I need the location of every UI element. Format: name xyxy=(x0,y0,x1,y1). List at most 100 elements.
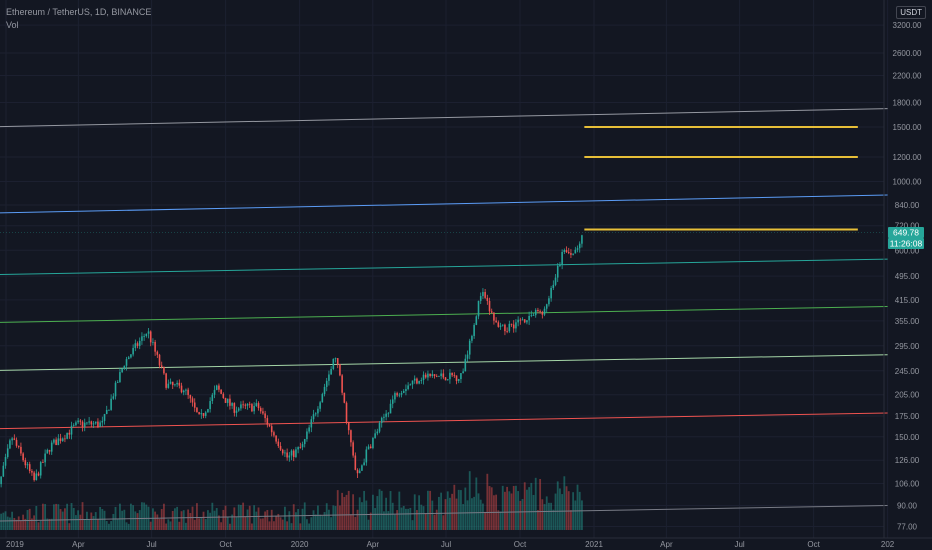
time-axis[interactable]: 2019 Apr Jul Oct 2020 Apr Jul Oct 2021 Apr Jul Oct 2… xyxy=(0,537,932,550)
volume-bar xyxy=(312,510,315,530)
volume-bar xyxy=(264,511,267,530)
candle-body xyxy=(224,397,227,403)
volume-bar xyxy=(189,512,192,530)
x-tick-label: Oct xyxy=(514,540,527,549)
candle-body xyxy=(427,373,429,378)
chart-legend: Ethereum / TetherUS, 1D, BINANCE Vol xyxy=(6,6,151,32)
y-tick-label: 295.00 xyxy=(895,342,920,351)
candle-body xyxy=(141,336,143,341)
volume-bar xyxy=(519,500,522,530)
candle-body xyxy=(512,324,515,329)
candle-body xyxy=(39,462,42,476)
candle-body xyxy=(83,422,86,427)
price-axis[interactable]: 4000.003200.002600.002200.001800.001500.… xyxy=(883,0,922,550)
candle-body xyxy=(64,438,66,440)
volume-bar xyxy=(565,486,568,530)
volume-bar xyxy=(171,510,174,530)
volume-bar xyxy=(266,510,269,530)
candle-body xyxy=(198,412,200,415)
volume-bar xyxy=(169,521,172,530)
candle-body xyxy=(497,322,500,327)
x-tick-label: 202 xyxy=(881,540,895,549)
candle-body xyxy=(519,319,522,321)
volume-bar xyxy=(99,506,102,530)
candle-body xyxy=(105,410,108,415)
volume-bar xyxy=(290,523,293,530)
volume-bar xyxy=(127,523,130,530)
volume-bar xyxy=(22,514,25,530)
volume-bar xyxy=(581,500,583,530)
candle-body xyxy=(108,409,110,411)
symbol-title[interactable]: Ethereum / TetherUS, 1D, BINANCE xyxy=(6,7,152,17)
candle-body xyxy=(372,437,374,449)
volume-bar xyxy=(229,523,231,530)
volume-bar xyxy=(174,508,176,530)
volume-bar xyxy=(433,514,436,530)
candle-body xyxy=(132,347,134,355)
candle-body xyxy=(46,449,49,454)
candle-body xyxy=(57,438,60,446)
trend-line[interactable] xyxy=(0,412,888,430)
volume-bar xyxy=(262,518,264,530)
candle-body xyxy=(211,394,214,402)
candle-body xyxy=(488,300,491,312)
candle-body xyxy=(138,340,141,346)
trend-line[interactable] xyxy=(0,108,888,128)
volume-bar xyxy=(251,523,253,530)
candle-body xyxy=(532,315,535,316)
candle-body xyxy=(400,392,403,395)
candle-body xyxy=(506,331,508,332)
candle-body xyxy=(563,250,566,252)
volume-bar xyxy=(94,512,97,530)
trend-line[interactable] xyxy=(0,258,888,275)
candle-body xyxy=(396,393,398,396)
volume-bar xyxy=(539,479,542,530)
candle-body xyxy=(534,309,537,316)
trend-line[interactable] xyxy=(0,194,888,214)
volume-bar xyxy=(235,517,238,530)
volume-bar xyxy=(350,514,352,530)
volume-bar xyxy=(297,508,300,530)
candle-body xyxy=(299,447,302,448)
y-tick-label: 205.00 xyxy=(895,391,920,400)
candle-body xyxy=(257,403,260,409)
volume-bar xyxy=(152,508,154,530)
volume-bar xyxy=(541,499,544,530)
volume-bar xyxy=(0,513,3,530)
candle-body xyxy=(334,358,337,359)
y-tick-label: 3200.00 xyxy=(893,21,922,30)
candle-body xyxy=(433,374,436,377)
x-tick-label: Jul xyxy=(441,540,451,549)
candle-body xyxy=(570,253,572,255)
candle-body xyxy=(407,385,409,390)
candle-body xyxy=(402,391,405,393)
volume-bar xyxy=(123,509,126,530)
y-tick-label: 1500.00 xyxy=(893,123,922,132)
volume-bar xyxy=(497,510,500,530)
candle-body xyxy=(134,343,137,348)
currency-badge[interactable]: USDT xyxy=(896,6,926,19)
candle-body xyxy=(361,465,363,471)
candle-body xyxy=(295,449,297,457)
y-tick-label: 106.00 xyxy=(895,479,920,488)
candle-body xyxy=(207,409,209,413)
volume-bar xyxy=(273,521,275,530)
trend-line[interactable] xyxy=(0,354,888,371)
candle-body xyxy=(526,320,528,323)
volume-bar xyxy=(444,499,447,530)
volume-bar xyxy=(398,491,401,530)
volume-bar xyxy=(281,519,284,530)
candle-body xyxy=(473,324,475,336)
volume-bar xyxy=(121,510,124,530)
candle-body xyxy=(189,395,192,399)
trend-line[interactable] xyxy=(0,306,888,323)
price-tags: 649.78 11:26:08 xyxy=(888,227,924,249)
candle-body xyxy=(462,371,464,374)
volume-bar xyxy=(191,506,194,530)
volume-bar xyxy=(257,507,260,530)
volume-bar xyxy=(279,517,282,530)
indicator-label[interactable]: Vol xyxy=(6,20,19,30)
volume-bar xyxy=(501,485,504,530)
trend-line[interactable] xyxy=(0,504,888,522)
